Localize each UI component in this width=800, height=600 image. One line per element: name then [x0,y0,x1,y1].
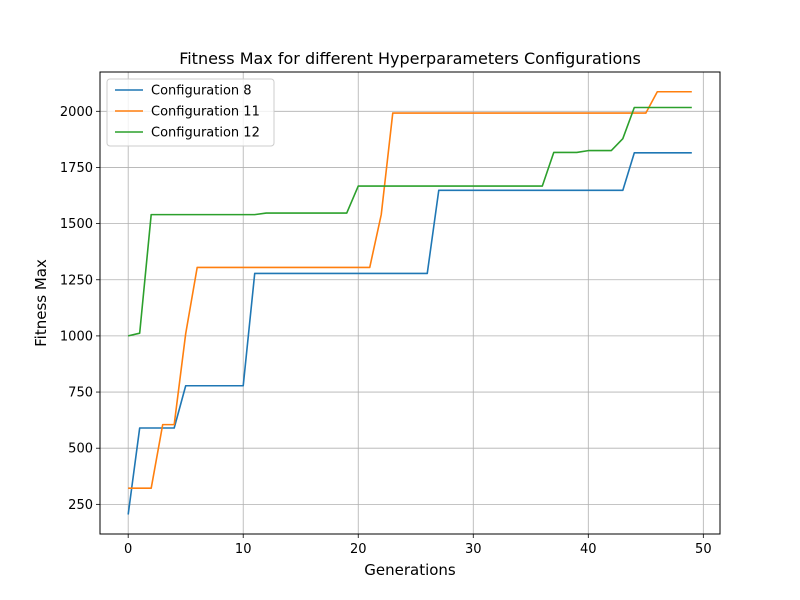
y-tick-label: 1000 [60,329,93,344]
legend-label-2: Configuration 11 [151,105,260,120]
x-axis-label: Generations [364,561,456,579]
y-tick-label: 1250 [60,273,93,288]
y-tick-label: 250 [68,498,93,513]
series-lines [127,90,692,515]
grid [100,72,720,534]
x-tick-label: 40 [580,542,597,557]
y-tick-label: 1500 [60,217,93,232]
plot-frame [99,71,721,535]
axis-ticks: 0 10 20 30 40 50 250 500 750 1000 1250 1500 1750 2000 [60,105,712,557]
x-tick-label: 0 [124,542,132,557]
x-tick-label: 10 [235,542,252,557]
series-line-2 [128,90,692,489]
legend-label-3: Configuration 12 [151,126,260,141]
y-axis-label: Fitness Max [32,259,50,347]
series-line-3 [127,106,692,337]
x-tick-label: 20 [350,542,367,557]
x-tick-label: 50 [695,542,712,557]
y-tick-label: 2000 [60,105,93,120]
legend-label-1: Configuration 8 [151,84,252,99]
x-tick-label: 30 [465,542,482,557]
legend-box [106,78,275,147]
chart-title: Fitness Max for different Hyperparameter… [179,49,641,68]
y-tick-label: 750 [68,386,93,401]
y-tick-label: 1750 [60,161,93,176]
legend: Configuration 8 Configuration 11 Configura… [106,78,275,147]
y-tick-label: 500 [68,442,93,457]
